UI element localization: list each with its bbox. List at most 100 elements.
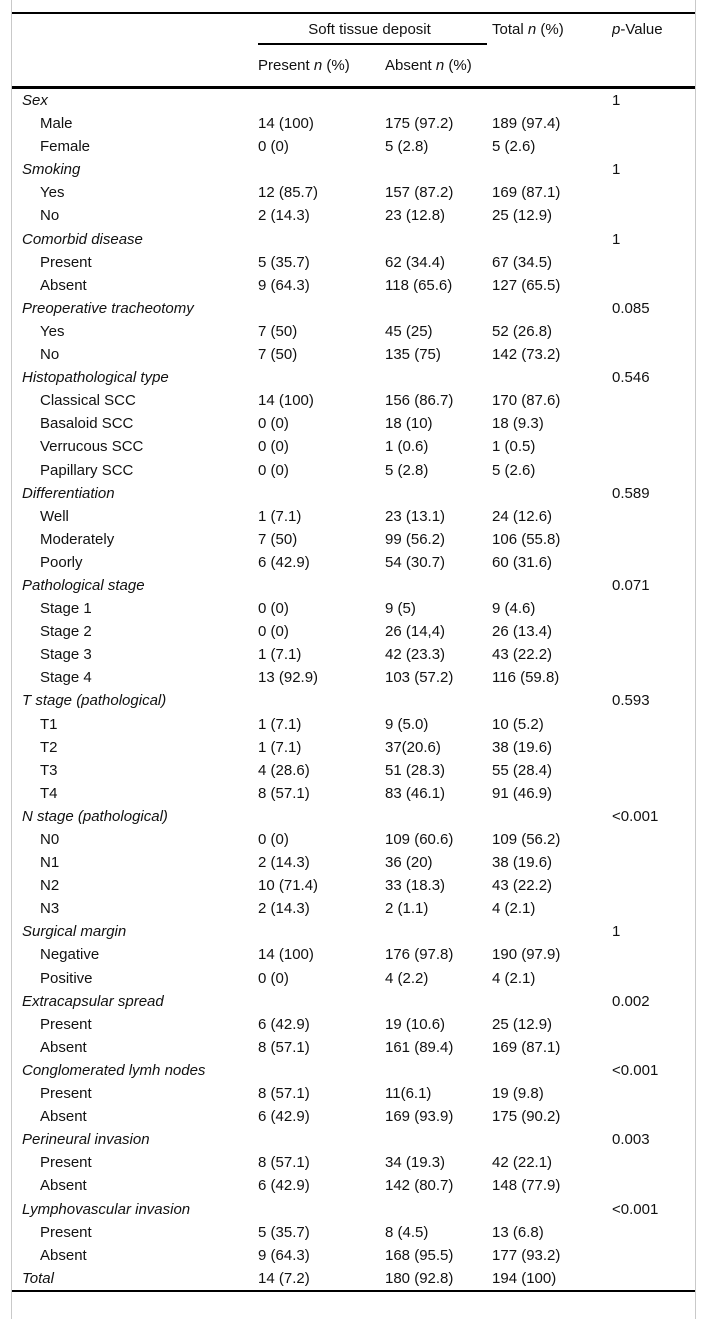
- cell-total: 13 (6.8): [492, 1223, 544, 1241]
- cell-absent: 18 (10): [385, 415, 433, 433]
- table-row: N3 2 (14.3) 2 (1.1) 4 (2.1): [12, 897, 695, 920]
- cell-p: [612, 874, 695, 897]
- cell-p: [612, 943, 695, 966]
- cell-present: 8 (57.1): [258, 784, 310, 802]
- cell-label: No: [40, 346, 60, 364]
- cell-label: Sex: [22, 92, 48, 109]
- cell-p: [612, 459, 695, 482]
- cell-label: Total: [22, 1269, 54, 1287]
- cell-absent: [385, 1198, 492, 1221]
- cell-present: 5 (35.7): [258, 1223, 310, 1241]
- cell-total: 19 (9.8): [492, 1085, 544, 1103]
- cell-p: 0.003: [612, 1131, 650, 1149]
- cell-absent: 168 (95.5): [385, 1246, 454, 1264]
- cell-absent: 142 (80.7): [385, 1177, 454, 1195]
- cell-total: 43 (22.2): [492, 646, 553, 664]
- cell-absent: 161 (89.4): [385, 1038, 454, 1056]
- spanner-label: Soft tissue deposit: [258, 21, 488, 45]
- cell-label: Negative: [40, 946, 100, 964]
- table-row: Present 5 (35.7) 8 (4.5) 13 (6.8): [12, 1221, 695, 1244]
- cell-absent: 19 (10.6): [385, 1015, 446, 1033]
- cell-total: 24 (12.6): [492, 507, 553, 525]
- cell-p: [612, 551, 695, 574]
- table-row: N stage (pathological) <0.001: [12, 805, 695, 828]
- table-header: Soft tissue deposit Total n (%) p-Value …: [12, 13, 696, 88]
- cell-p: [612, 1151, 695, 1174]
- cell-present: [258, 366, 385, 389]
- cell-total: [492, 1198, 612, 1221]
- cell-absent: [385, 158, 492, 181]
- cell-label: Smoking: [22, 161, 81, 179]
- cell-absent: 135 (75): [385, 346, 441, 364]
- cell-absent: 103 (57.2): [385, 669, 454, 687]
- table-row: Negative 14 (100) 176 (97.8) 190 (97.9): [12, 943, 695, 966]
- cell-total: 170 (87.6): [492, 392, 561, 410]
- cell-p: 1: [612, 230, 621, 248]
- cell-label: Verrucous SCC: [40, 438, 144, 456]
- cell-label: Well: [40, 507, 69, 525]
- cell-label: Present: [40, 1085, 92, 1103]
- cell-p: [612, 736, 695, 759]
- table-row: Lymphovascular invasion <0.001: [12, 1198, 695, 1221]
- cell-present: [258, 1059, 385, 1082]
- cell-total: 142 (73.2): [492, 346, 561, 364]
- cell-p: [612, 135, 695, 158]
- cell-label: Absent: [40, 1246, 87, 1264]
- cell-present: [258, 1128, 385, 1151]
- cell-total: 190 (97.9): [492, 946, 561, 964]
- cell-label: Papillary SCC: [40, 461, 134, 479]
- cell-total: [492, 482, 612, 505]
- cell-label: Positive: [40, 969, 93, 987]
- header-spanner-cell: Soft tissue deposit: [258, 13, 492, 54]
- cell-present: 1 (7.1): [258, 646, 302, 664]
- cell-present: 0 (0): [258, 623, 289, 641]
- table-row: Smoking 1: [12, 158, 695, 181]
- cell-label: N stage (pathological): [22, 807, 168, 825]
- cell-total: [492, 88, 612, 113]
- cell-p: [612, 1221, 695, 1244]
- cell-p: 0.589: [612, 484, 650, 502]
- cell-absent: 9 (5.0): [385, 715, 429, 733]
- cell-absent: 8 (4.5): [385, 1223, 429, 1241]
- cell-absent: 5 (2.8): [385, 461, 429, 479]
- cell-total: 10 (5.2): [492, 715, 544, 733]
- cell-present: 2 (14.3): [258, 854, 310, 872]
- cell-absent: 157 (87.2): [385, 184, 454, 202]
- statistics-table: Soft tissue deposit Total n (%) p-Value …: [12, 12, 696, 1292]
- cell-present: 6 (42.9): [258, 553, 310, 571]
- cell-total: [492, 920, 612, 943]
- cell-label: Present: [40, 253, 92, 271]
- cell-present: 10 (71.4): [258, 877, 319, 895]
- cell-absent: [385, 990, 492, 1013]
- cell-total: 25 (12.9): [492, 1015, 553, 1033]
- table-row: No 2 (14.3) 23 (12.8) 25 (12.9): [12, 204, 695, 227]
- cell-present: 0 (0): [258, 831, 289, 848]
- table-row: Classical SCC 14 (100) 156 (86.7) 170 (87.6…: [12, 389, 695, 412]
- cell-present: [258, 297, 385, 320]
- header-total-cell: Total n (%): [492, 21, 564, 38]
- cell-total: [492, 805, 612, 828]
- table-row: Conglomerated lymh nodes <0.001: [12, 1059, 695, 1082]
- table-row: Moderately 7 (50) 99 (56.2) 106 (55.8): [12, 528, 695, 551]
- cell-p: [612, 435, 695, 458]
- cell-present: 0 (0): [258, 438, 289, 456]
- cell-p: [612, 112, 695, 135]
- cell-absent: 5 (2.8): [385, 138, 429, 156]
- cell-p: [612, 897, 695, 920]
- cell-present: 7 (50): [258, 346, 298, 364]
- cell-absent: 118 (65.6): [385, 276, 453, 294]
- cell-total: [492, 990, 612, 1013]
- cell-label: Surgical margin: [22, 923, 127, 941]
- cell-total: 43 (22.2): [492, 877, 553, 895]
- cell-total: 194 (100): [492, 1269, 557, 1287]
- cell-p: [612, 967, 695, 990]
- cell-present: 8 (57.1): [258, 1038, 310, 1056]
- cell-total: 9 (4.6): [492, 600, 536, 618]
- table-row: Absent 9 (64.3) 168 (95.5) 177 (93.2): [12, 1244, 695, 1267]
- cell-total: 148 (77.9): [492, 1177, 561, 1195]
- cell-p: 0.593: [612, 692, 650, 710]
- cell-present: 6 (42.9): [258, 1015, 310, 1033]
- cell-p: 0.071: [612, 576, 650, 594]
- cell-p: [612, 759, 695, 782]
- cell-present: [258, 1198, 385, 1221]
